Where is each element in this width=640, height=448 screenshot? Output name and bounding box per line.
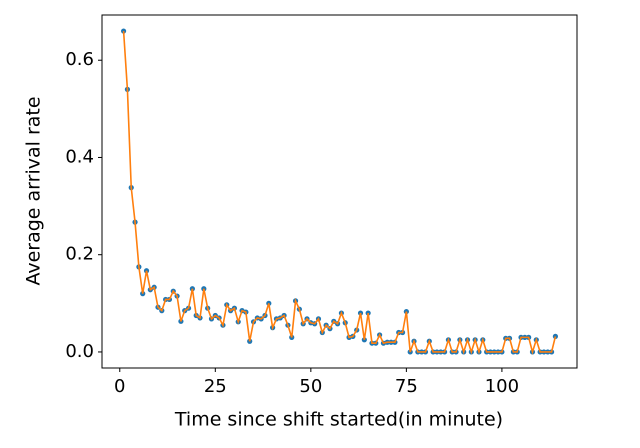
x-tick-label: 25 xyxy=(204,376,227,397)
y-tick-label: 0.0 xyxy=(65,341,94,362)
data-point xyxy=(552,333,559,339)
data-line xyxy=(122,30,557,355)
y-axis-label: Average arrival rate xyxy=(23,96,45,285)
x-tick-label: 100 xyxy=(485,376,519,397)
y-tick-label: 0.4 xyxy=(65,146,94,167)
x-tick-label: 75 xyxy=(395,376,418,397)
x-tick-label: 0 xyxy=(114,376,125,397)
x-axis-label: Time since shift started(in minute) xyxy=(174,409,503,431)
y-tick-label: 0.6 xyxy=(65,49,94,70)
y-tick-label: 0.2 xyxy=(65,244,94,265)
x-tick-label: 50 xyxy=(299,376,322,397)
plot-frame xyxy=(101,14,578,369)
